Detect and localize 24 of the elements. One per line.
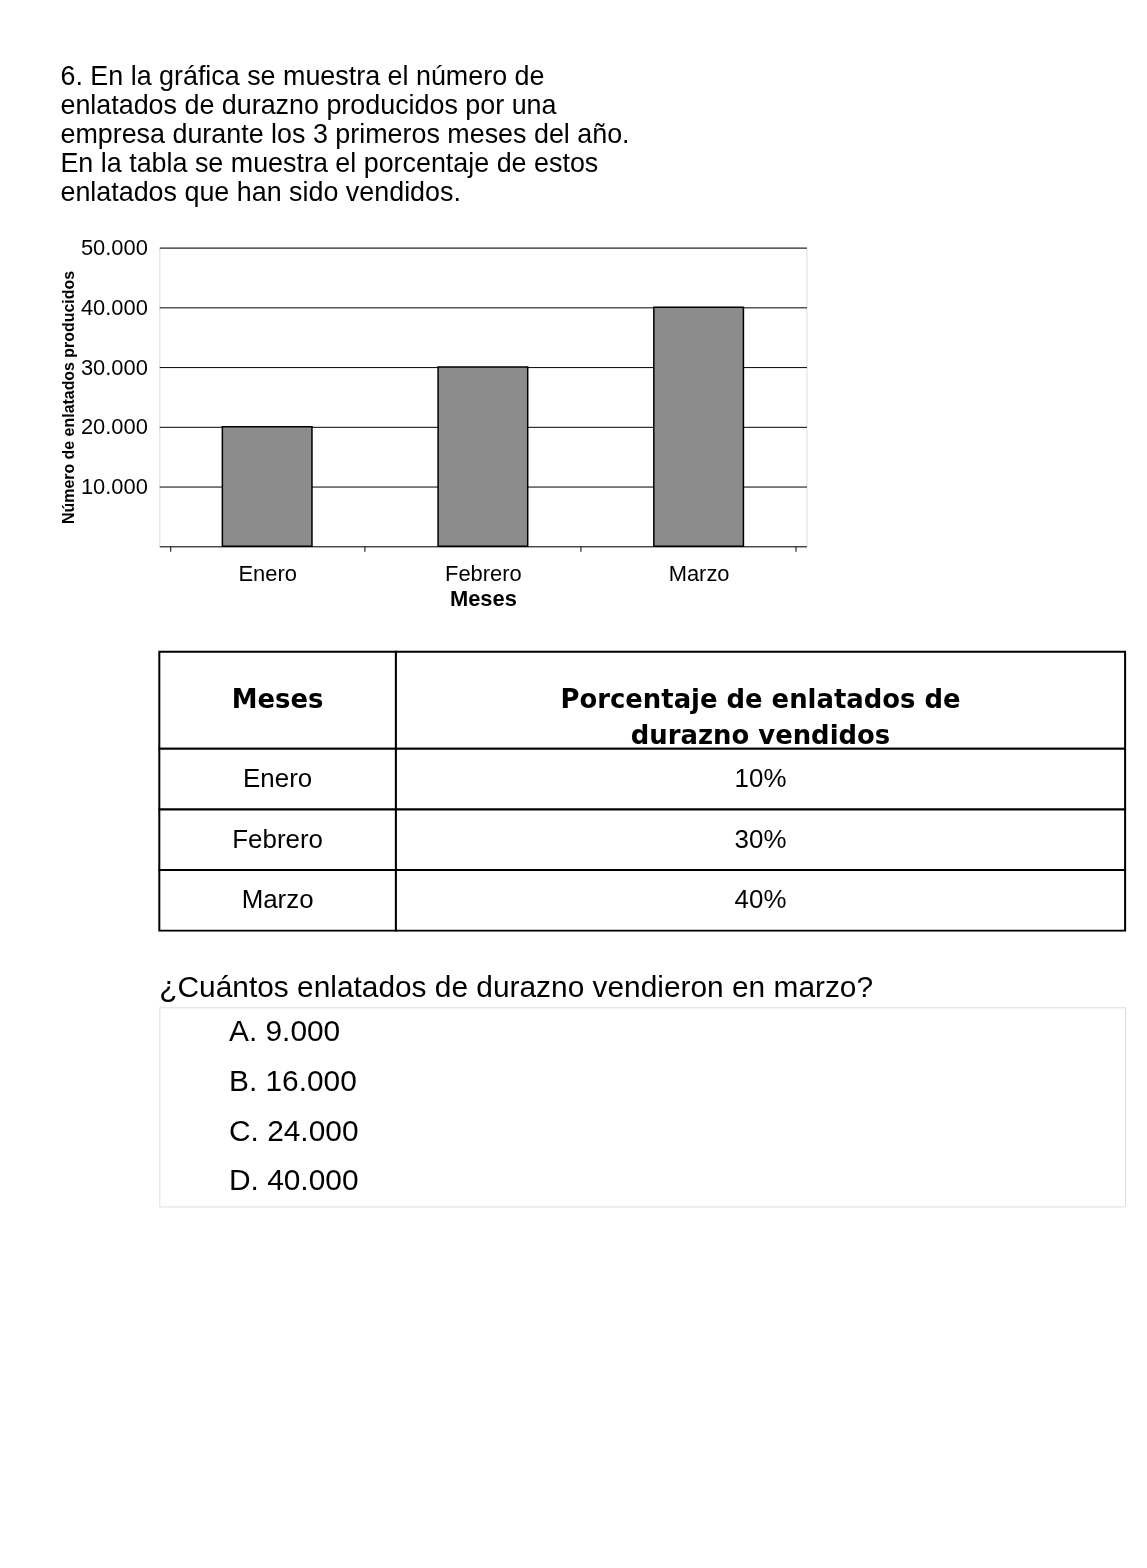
text: Marzo: [241, 885, 314, 914]
y-tick-label: 40.000: [80, 294, 148, 320]
y-tick-label: 50.000: [80, 235, 148, 261]
text: A. 9.000: [229, 1014, 341, 1048]
x-tick-label: Marzo: [668, 560, 730, 586]
text: D. 40.000: [229, 1163, 359, 1197]
y-tick-label: 10.000: [80, 474, 148, 500]
text: 10%: [734, 764, 787, 793]
x-axis-title: Meses: [449, 585, 517, 611]
text: Enero: [243, 764, 313, 793]
text: C. 24.000: [229, 1113, 359, 1147]
y-axis-title: Número de enlatados producidos: [59, 270, 77, 524]
x-tick-label: Enero: [238, 560, 297, 586]
y-tick-label: 20.000: [80, 414, 148, 440]
y-tick-label: 30.000: [80, 354, 148, 380]
text: ¿Cuántos enlatados de durazno vendieron en marzo?: [159, 970, 874, 1004]
text: 30%: [734, 824, 787, 853]
text: B. 16.000: [229, 1063, 357, 1097]
text: 40%: [734, 885, 787, 914]
text: Febrero: [232, 824, 323, 853]
text: Porcentaje de enlatados de durazno vendidos: [560, 684, 961, 751]
chart-title: 6. En la gráfica se muestra el número de enlatados de durazno producidos por una empresa durante los 3 primeros meses del año. En la tabla se muestra el porcentaje de estos enlatados que han sido vendidos.: [60, 61, 630, 207]
text: Meses: [231, 684, 324, 715]
x-tick-label: Febrero: [445, 560, 522, 586]
